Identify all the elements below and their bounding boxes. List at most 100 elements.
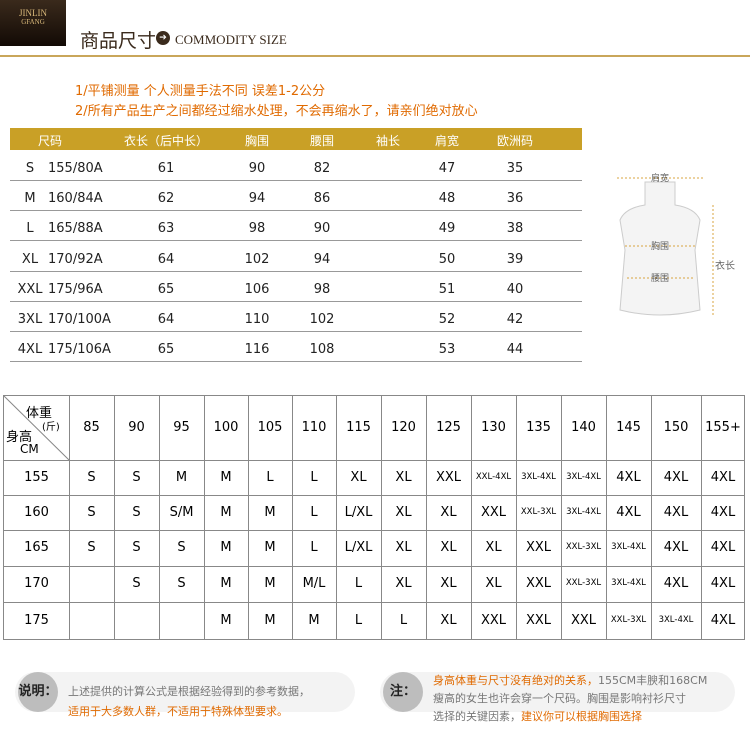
footer-segment: 155CM丰腴和168CM [598,674,708,687]
footer-segment: 上述提供的计算公式是根据经验得到的参考数据， [68,685,310,698]
size: XXL-4XL [475,471,512,482]
weight: 145 [616,420,641,435]
footer-segment: 选择的关键因素， [433,710,521,723]
note: 1/平铺测量 个人测量手法不同 误差1-2公分 [75,84,326,99]
cell-value: 82 [313,161,331,176]
table-header [10,128,582,150]
cell-value: 40 [506,281,524,297]
logo: JINLIN GFANG [0,0,66,46]
size: 4XL [710,613,736,628]
size: 4XL [616,504,641,520]
cell-value: 90 [313,221,331,237]
size: 3XL-4XL [566,471,601,482]
size: XXL [17,281,43,297]
cell-value: 90 [248,161,266,176]
size: S [132,504,141,520]
footer-line: 选择的关键因素，建议你可以根据胸围选择 [433,708,707,726]
size: XL [485,576,502,591]
size: M [220,576,232,591]
weight-table: 体重 (斤) 身高 CM 85 90 95 100 105 110 115 120 125 130 135 1… [3,395,745,640]
cell-value: 36 [506,191,524,207]
weight: 105 [257,420,283,435]
size: L [354,613,363,628]
size: M [220,613,232,628]
spec: 175/96A [48,281,103,297]
row-divider [10,361,582,363]
size: 3XL-4XL [611,578,646,588]
size: S [87,469,96,485]
size: M [264,504,276,520]
size: L [399,613,408,628]
size: XL [21,251,39,267]
footer-segment: 身高体重与尺寸没有绝对的关系， [433,674,598,687]
size: XXL-3XL [565,578,602,588]
row-divider [10,210,582,212]
spec: 165/88A [48,221,103,237]
size: L [26,221,34,237]
size: S/M [169,504,194,520]
footer-segment: 建议你可以根据胸围选择 [521,710,642,723]
size: M [220,469,232,485]
diagonal [4,396,69,460]
size: XXL [525,613,552,628]
grid-line [471,396,472,640]
size: 4XL [710,576,736,591]
cell-value: 102 [244,251,270,267]
spec: 170/100A [48,312,111,327]
grid-line [159,396,160,640]
height: 165 [24,540,49,555]
row-divider [10,331,582,332]
size: 4XL [663,469,689,485]
footer-text: 身高体重与尺寸没有绝对的关系，155CM丰腴和168CM 瘦高的女生也许会穿一个尺… [433,672,707,726]
garment-diagram: 肩宽 胸围 腰围 衣长 [617,172,735,316]
footer-segment: 瘦高的女生也许会穿一个尺码。胸围是影响衬衫尺寸 [433,692,686,705]
footer-line: 上述提供的计算公式是根据经验得到的参考数据， [68,682,310,702]
cell-value: 64 [157,251,175,267]
grid-line [204,396,205,640]
diagram-label: 肩宽 [651,172,669,184]
size: L/XL [344,504,373,520]
size: S [132,576,141,591]
size: XL [485,540,502,555]
size: 4XL [616,469,641,485]
cell-value: 94 [313,251,331,267]
height: 160 [24,504,49,520]
cell-value: 64 [157,312,175,327]
size: 3XL-4XL [566,506,601,517]
grid-line [292,396,293,640]
cell-value: 102 [309,312,335,327]
height: 170 [24,576,49,591]
spec: 155/80A [48,161,103,176]
size: 3XL-4XL [521,471,556,482]
cell-value: 39 [506,251,524,267]
weight: 125 [436,420,461,435]
size: M [220,504,232,520]
size-table: 尺码 衣长（后中长） 胸围 腰围 袖长 肩宽 欧洲码 S 155/80A 61 90 82 47 35 M 1… [10,128,582,363]
row-divider [10,240,582,242]
weight: 150 [663,420,689,435]
footer-text: 上述提供的计算公式是根据经验得到的参考数据， 适用于大多数人群，不适用于特殊体型要… [68,682,310,722]
title: 商品尺寸 [80,30,157,52]
size: XL [440,613,457,628]
size: XL [395,540,412,555]
grid-line [4,530,745,531]
badge: 注： [383,672,423,712]
arrow-icon: ➔ [156,31,170,45]
size: 4XL [710,504,736,520]
grid-line [701,396,702,640]
cell-value: 47 [438,161,456,176]
size: M [24,191,36,207]
size: XL [395,576,412,591]
badge: 说明： [18,672,58,712]
cell-value: 94 [248,191,266,207]
grid-line [336,396,337,640]
grid-line [561,396,562,640]
size: XL [440,504,457,520]
size: M [175,469,188,485]
grid-line [381,396,382,640]
diagram-label: 衣长 [715,259,735,272]
cell-value: 110 [244,312,270,327]
grid-line [426,396,427,640]
column-header: 尺码 [37,134,62,148]
size: XL [440,540,457,555]
